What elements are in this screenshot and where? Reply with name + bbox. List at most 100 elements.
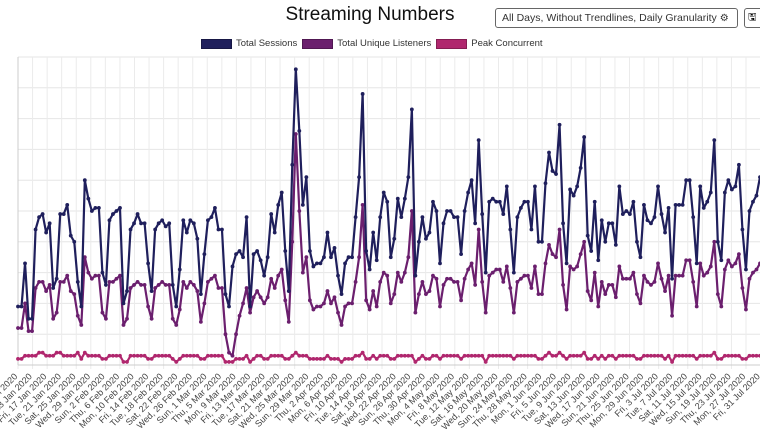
data-point-total-sessions	[550, 169, 555, 173]
export-button[interactable]: 🖫	[744, 8, 760, 28]
data-point-total-sessions	[652, 215, 657, 220]
data-point-total-unique-listeners	[325, 289, 330, 293]
data-point-total-sessions	[237, 249, 242, 253]
data-point-total-unique-listeners	[490, 270, 495, 275]
data-point-total-unique-listeners	[174, 323, 179, 327]
data-point-peak-concurrent	[181, 353, 186, 358]
data-point-peak-concurrent	[490, 353, 495, 358]
data-point-peak-concurrent	[364, 356, 369, 361]
data-point-total-unique-listeners	[343, 304, 347, 309]
data-point-total-sessions	[578, 165, 583, 170]
data-point-peak-concurrent	[698, 353, 703, 358]
data-point-peak-concurrent	[480, 353, 485, 358]
data-point-peak-concurrent	[687, 353, 692, 358]
data-point-peak-concurrent	[452, 353, 456, 358]
data-point-peak-concurrent	[346, 356, 351, 361]
data-point-total-sessions	[452, 215, 456, 220]
data-point-peak-concurrent	[234, 356, 238, 361]
data-point-total-sessions	[167, 221, 172, 226]
data-point-peak-concurrent	[694, 356, 699, 361]
data-point-total-sessions	[459, 252, 463, 257]
data-point-peak-concurrent	[184, 353, 189, 358]
data-point-peak-concurrent	[715, 356, 720, 361]
data-point-total-sessions	[213, 206, 217, 210]
data-point-total-unique-listeners	[726, 258, 731, 263]
data-point-peak-concurrent	[276, 353, 281, 358]
data-point-peak-concurrent	[627, 353, 632, 358]
data-point-peak-concurrent	[26, 353, 31, 358]
data-point-peak-concurrent	[508, 353, 513, 358]
data-point-peak-concurrent	[691, 353, 696, 358]
data-point-total-unique-listeners	[297, 209, 302, 213]
data-point-total-unique-listeners	[656, 261, 660, 266]
data-point-total-unique-listeners	[631, 270, 636, 275]
data-point-total-unique-listeners	[118, 273, 122, 278]
data-point-peak-concurrent	[603, 356, 608, 361]
data-point-total-sessions	[522, 199, 527, 204]
data-point-total-unique-listeners	[139, 283, 143, 287]
data-point-total-unique-listeners	[44, 289, 49, 293]
data-point-total-sessions	[589, 249, 594, 253]
data-point-peak-concurrent	[399, 353, 404, 358]
data-point-total-sessions	[315, 261, 319, 266]
data-point-peak-concurrent	[104, 356, 108, 361]
data-point-total-sessions	[125, 289, 129, 293]
data-point-peak-concurrent	[318, 356, 323, 361]
data-point-total-sessions	[497, 199, 502, 204]
data-point-total-sessions	[708, 190, 713, 195]
data-point-total-unique-listeners	[279, 267, 284, 272]
data-point-total-sessions	[209, 215, 214, 220]
legend-item-total-unique-listeners[interactable]: Total Unique Listeners	[302, 38, 431, 49]
data-point-total-sessions	[279, 190, 284, 195]
data-point-peak-concurrent	[248, 360, 252, 364]
data-point-peak-concurrent	[424, 356, 428, 361]
data-point-total-sessions	[670, 276, 674, 281]
data-point-peak-concurrent	[659, 353, 664, 358]
data-point-peak-concurrent	[290, 353, 295, 358]
data-point-total-sessions	[673, 202, 678, 207]
data-point-total-unique-listeners	[652, 279, 657, 284]
data-point-total-sessions	[174, 304, 179, 309]
data-point-total-sessions	[350, 255, 354, 260]
data-point-peak-concurrent	[209, 353, 214, 358]
data-point-total-unique-listeners	[705, 270, 710, 275]
data-point-total-sessions	[737, 162, 741, 167]
data-point-peak-concurrent	[462, 353, 467, 358]
data-point-total-sessions	[599, 218, 604, 223]
chart-options-button[interactable]: All Days, Without Trendlines, Daily Gran…	[495, 8, 738, 28]
data-point-peak-concurrent	[44, 353, 49, 358]
data-point-peak-concurrent	[311, 356, 316, 361]
data-point-total-sessions	[51, 286, 56, 290]
data-point-total-unique-listeners	[578, 252, 583, 257]
data-point-total-unique-listeners	[459, 298, 463, 303]
data-point-peak-concurrent	[96, 353, 101, 358]
data-point-total-unique-listeners	[107, 279, 112, 284]
data-point-peak-concurrent	[388, 356, 393, 361]
data-point-total-unique-listeners	[536, 292, 541, 297]
data-point-peak-concurrent	[343, 356, 347, 361]
data-point-total-unique-listeners	[75, 313, 80, 318]
data-point-total-unique-listeners	[146, 304, 151, 309]
data-point-peak-concurrent	[132, 353, 136, 358]
data-point-total-unique-listeners	[469, 261, 474, 266]
data-point-peak-concurrent	[304, 353, 309, 358]
data-point-peak-concurrent	[455, 353, 460, 358]
data-point-total-sessions	[114, 209, 119, 213]
data-point-peak-concurrent	[65, 353, 70, 358]
legend-item-peak-concurrent[interactable]: Peak Concurrent	[436, 38, 543, 49]
legend-item-total-sessions[interactable]: Total Sessions	[201, 38, 297, 49]
data-point-total-unique-listeners	[304, 255, 309, 260]
data-point-total-sessions	[462, 209, 467, 213]
data-point-total-sessions	[121, 301, 126, 306]
data-point-peak-concurrent	[30, 353, 34, 358]
data-point-total-unique-listeners	[93, 273, 98, 278]
data-point-peak-concurrent	[483, 360, 488, 364]
data-point-total-unique-listeners	[293, 132, 298, 136]
data-point-total-sessions	[677, 202, 682, 207]
data-point-total-unique-listeners	[540, 292, 544, 297]
data-point-total-unique-listeners	[381, 270, 386, 275]
data-point-peak-concurrent	[272, 353, 277, 358]
data-point-total-sessions	[445, 209, 449, 213]
data-point-total-sessions	[241, 255, 245, 260]
data-point-peak-concurrent	[596, 356, 601, 361]
